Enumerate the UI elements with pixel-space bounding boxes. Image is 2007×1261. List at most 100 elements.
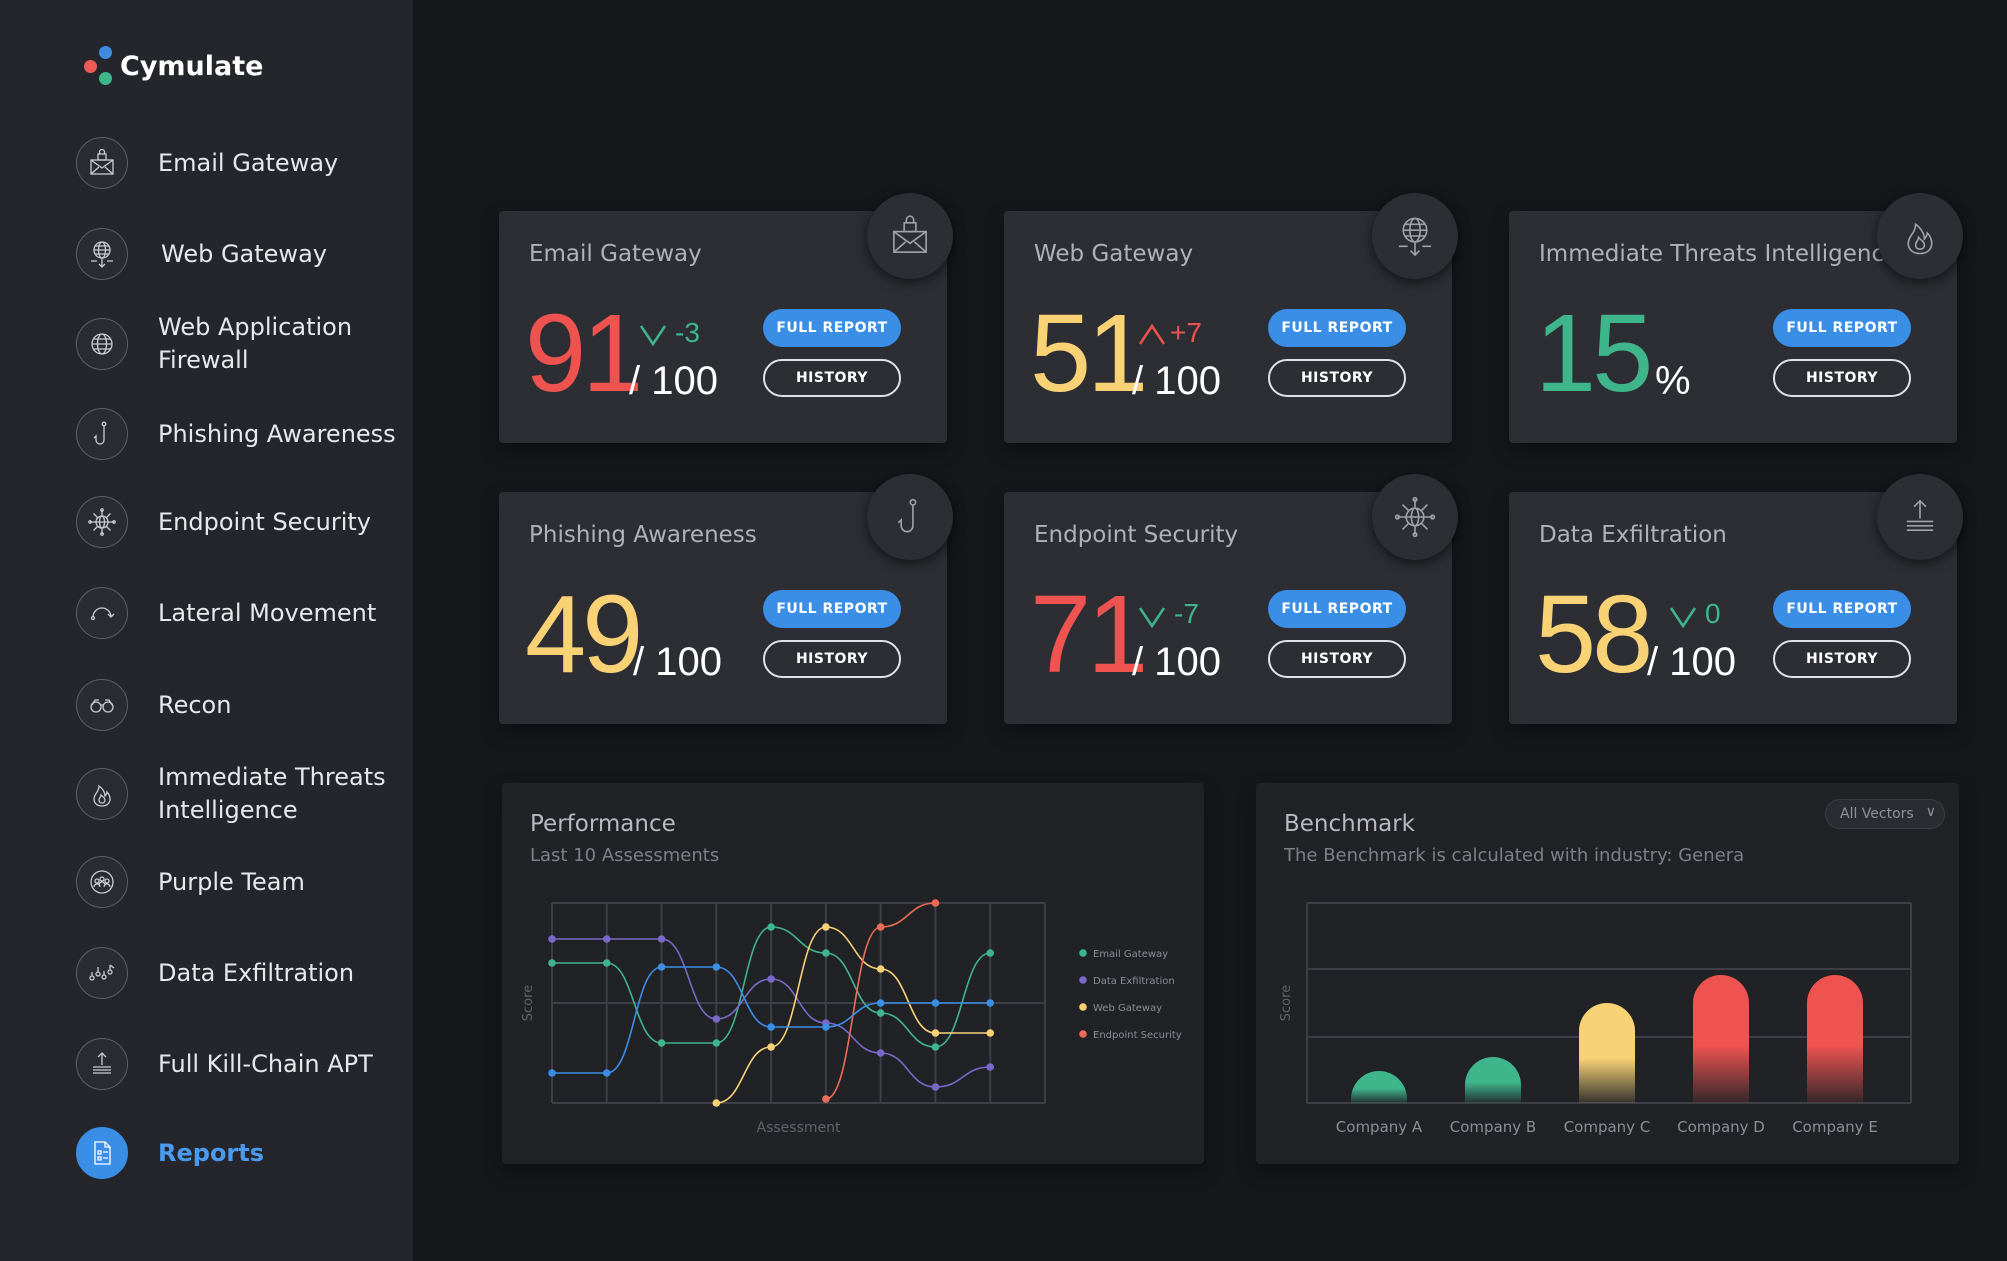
logo-mark-icon <box>82 44 116 88</box>
history-button[interactable]: HISTORY <box>1773 359 1911 397</box>
upload-layers-icon <box>1877 474 1963 560</box>
sidebar-item-data-exfiltration[interactable]: Data Exfiltration <box>76 945 354 1001</box>
vector-filter-dropdown[interactable]: All Vectors ∨ <box>1825 799 1945 829</box>
sidebar-item-phishing-awareness[interactable]: Phishing Awareness <box>76 406 396 462</box>
data-point <box>712 1039 721 1047</box>
full-report-button[interactable]: FULL REPORT <box>1268 590 1406 628</box>
data-point <box>602 935 611 943</box>
legend-label: Email Gateway <box>1093 949 1168 960</box>
data-point <box>986 1063 995 1071</box>
panel-subtitle: The Benchmark is calculated with industr… <box>1284 845 1745 866</box>
score-card-immediate-threats: Immediate Threats Intelligence 15 % FULL… <box>1509 193 1963 443</box>
team-icon <box>76 856 128 908</box>
card-title: Immediate Threats Intelligence <box>1539 241 1899 267</box>
score-value: 49 <box>525 573 643 696</box>
network-globe-icon <box>76 496 128 548</box>
data-point <box>931 1043 940 1051</box>
panel-title: Performance <box>530 811 676 837</box>
x-tick-label: Company E <box>1792 1118 1878 1136</box>
full-report-button[interactable]: FULL REPORT <box>763 309 901 347</box>
envelope-lock-icon <box>867 193 953 279</box>
score-out-of: / 100 <box>629 359 718 403</box>
sidebar-item-email-gateway[interactable]: Email Gateway <box>76 135 338 191</box>
x-axis-label: Assessment <box>757 1120 841 1136</box>
data-point <box>712 1015 721 1023</box>
y-axis-label: Score <box>1279 985 1294 1021</box>
app-name: Cymulate <box>120 50 264 82</box>
globe-arrows-icon <box>76 228 128 280</box>
sidebar-item-label: Reports <box>158 1138 265 1167</box>
sidebar-item-lateral-movement[interactable]: Lateral Movement <box>76 585 376 641</box>
card-title: Data Exfiltration <box>1539 522 1727 548</box>
score-value: 91 <box>525 292 643 415</box>
data-point <box>657 1039 666 1047</box>
history-button[interactable]: HISTORY <box>1268 359 1406 397</box>
sidebar-item-label: Web Gateway <box>161 239 327 268</box>
fish-hook-icon <box>867 474 953 560</box>
sidebar-item-label: Phishing Awareness <box>158 419 396 448</box>
series-line <box>825 902 936 1100</box>
x-tick-label: Company A <box>1336 1118 1423 1136</box>
score-card-web-gateway: Web Gateway 51 / 100 +7 FULL REPORT HIST… <box>1004 193 1458 443</box>
full-report-button[interactable]: FULL REPORT <box>1773 590 1911 628</box>
x-tick-label: Company B <box>1450 1118 1536 1136</box>
history-button[interactable]: HISTORY <box>1773 640 1911 678</box>
sidebar-item-full-kill-chain[interactable]: Full Kill-Chain APT <box>76 1036 373 1092</box>
score-value: 71 <box>1030 573 1148 696</box>
benchmark-bar-chart: Score Company A Company B Company C Company … <box>1279 902 1912 1136</box>
sidebar-item-reports[interactable]: Reports <box>76 1125 264 1181</box>
data-point <box>767 923 775 931</box>
data-point <box>986 949 995 957</box>
full-report-button[interactable]: FULL REPORT <box>1773 309 1911 347</box>
score-out-of: / 100 <box>1647 640 1736 684</box>
network-globe-icon <box>1372 474 1458 560</box>
full-report-button[interactable]: FULL REPORT <box>1268 309 1406 347</box>
score-value: 51 <box>1030 292 1148 415</box>
score-out-of: / 100 <box>1132 359 1221 403</box>
binoculars-icon <box>76 679 128 731</box>
score-value: 15 <box>1535 292 1653 415</box>
sidebar-item-label: Recon <box>158 690 232 719</box>
card-title: Email Gateway <box>529 241 702 267</box>
data-point <box>767 1043 775 1051</box>
sidebar-item-web-gateway[interactable]: Web Gateway <box>76 226 327 282</box>
sidebar-item-label: Full Kill-Chain APT <box>158 1049 373 1078</box>
trend-down-icon <box>1669 607 1697 628</box>
data-point <box>767 1023 775 1031</box>
score-delta: -7 <box>1174 598 1199 629</box>
upload-layers-icon <box>76 1038 128 1090</box>
legend-label: Data Exfiltration <box>1093 976 1175 987</box>
card-title: Web Gateway <box>1034 241 1194 267</box>
data-point <box>548 1069 556 1077</box>
cymulate-logo[interactable]: Cymulate <box>82 44 263 88</box>
data-point <box>602 1069 611 1077</box>
score-card-endpoint-security: Endpoint Security 71 / 100 -7 FULL REPOR… <box>1004 474 1458 724</box>
score-value: 58 <box>1535 573 1653 696</box>
bar <box>1693 975 1749 1103</box>
score-delta: 0 <box>1705 598 1721 629</box>
sidebar-item-recon[interactable]: Recon <box>76 677 231 733</box>
sidebar-item-waf[interactable]: Web Application Firewall <box>76 313 378 374</box>
data-point <box>986 1029 995 1037</box>
data-point <box>876 1009 885 1017</box>
sidebar-item-label: Data Exfiltration <box>158 958 355 987</box>
data-point <box>876 965 885 973</box>
data-chain-icon <box>76 947 128 999</box>
history-button[interactable]: HISTORY <box>763 640 901 678</box>
history-button[interactable]: HISTORY <box>1268 640 1406 678</box>
data-point <box>931 999 940 1007</box>
data-point <box>657 963 666 971</box>
x-tick-label: Company D <box>1677 1118 1765 1136</box>
sidebar-item-endpoint-security[interactable]: Endpoint Security <box>76 494 371 550</box>
sidebar-item-label: Immediate Threats Intelligence <box>158 763 386 824</box>
score-delta: -3 <box>675 317 700 348</box>
sidebar-item-immediate-threats[interactable]: Immediate Threats Intelligence <box>76 763 388 824</box>
sidebar-item-label: Purple Team <box>158 867 305 896</box>
trend-down-icon <box>639 325 667 346</box>
data-point <box>822 1095 830 1103</box>
score-out-of: / 100 <box>1132 640 1221 684</box>
curved-arrow-icon <box>76 587 128 639</box>
full-report-button[interactable]: FULL REPORT <box>763 590 901 628</box>
sidebar-item-purple-team[interactable]: Purple Team <box>76 854 305 910</box>
history-button[interactable]: HISTORY <box>763 359 901 397</box>
